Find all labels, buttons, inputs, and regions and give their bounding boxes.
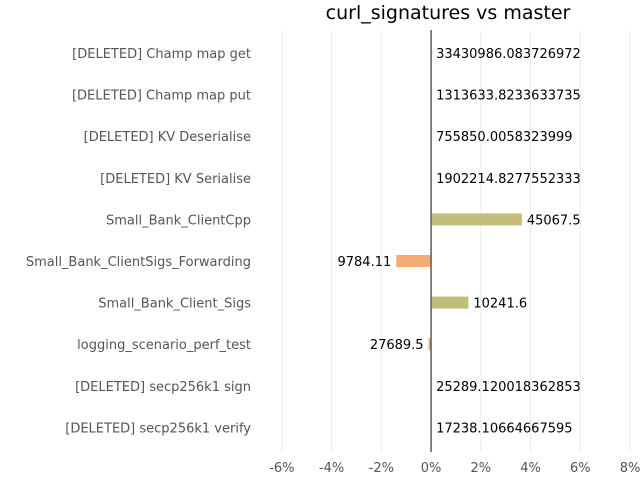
x-axis-ticks: -6% -4% -2% 0% 2% 4% 6% 8% [269,461,640,476]
x-tick-label: -2% [369,461,394,476]
x-tick-label: 8% [620,461,640,476]
chart-title: curl_signatures vs master [326,2,571,24]
value-label: 45067.5 [527,213,581,228]
value-label: 27689.5 [370,338,424,353]
category-label: [DELETED] secp256k1 sign [75,380,251,395]
category-label: [DELETED] Champ map get [72,47,251,62]
bar [431,296,469,309]
value-label: 10241.6 [473,297,527,312]
x-tick-label: 6% [570,461,591,476]
category-label: Small_Bank_ClientSigs_Forwarding [26,255,251,270]
category-label: [DELETED] secp256k1 verify [65,421,251,436]
x-tick-label: 4% [520,461,541,476]
category-label: logging_scenario_perf_test [77,338,251,353]
bar [431,213,522,226]
value-label: 1313633.8233633735 [436,89,581,104]
bars [396,213,522,351]
value-label: 33430986.083726972 [436,47,581,62]
value-label: 17238.10664667595 [436,421,572,436]
value-label: 1902214.8277552333 [436,172,581,187]
category-label: Small_Bank_ClientCpp [106,213,251,228]
category-label: [DELETED] KV Serialise [100,172,251,187]
x-tick-label: 0% [421,461,442,476]
bar [396,255,432,267]
x-tick-label: -4% [319,461,344,476]
category-label: Small_Bank_Client_Sigs [98,297,251,312]
x-tick-label: -6% [269,461,294,476]
value-labels: 33430986.083726972 1313633.8233633735 7558… [337,47,580,436]
bar [428,338,432,351]
category-label: [DELETED] KV Deserialise [84,130,251,145]
x-tick-label: 2% [470,461,491,476]
value-label: 9784.11 [337,255,391,270]
category-labels: [DELETED] Champ map get [DELETED] Champ m… [26,47,251,436]
category-label: [DELETED] Champ map put [72,89,251,104]
grid-lines [281,30,631,452]
value-label: 755850.0058323999 [436,130,572,145]
value-label: 25289.120018362853 [436,380,581,395]
